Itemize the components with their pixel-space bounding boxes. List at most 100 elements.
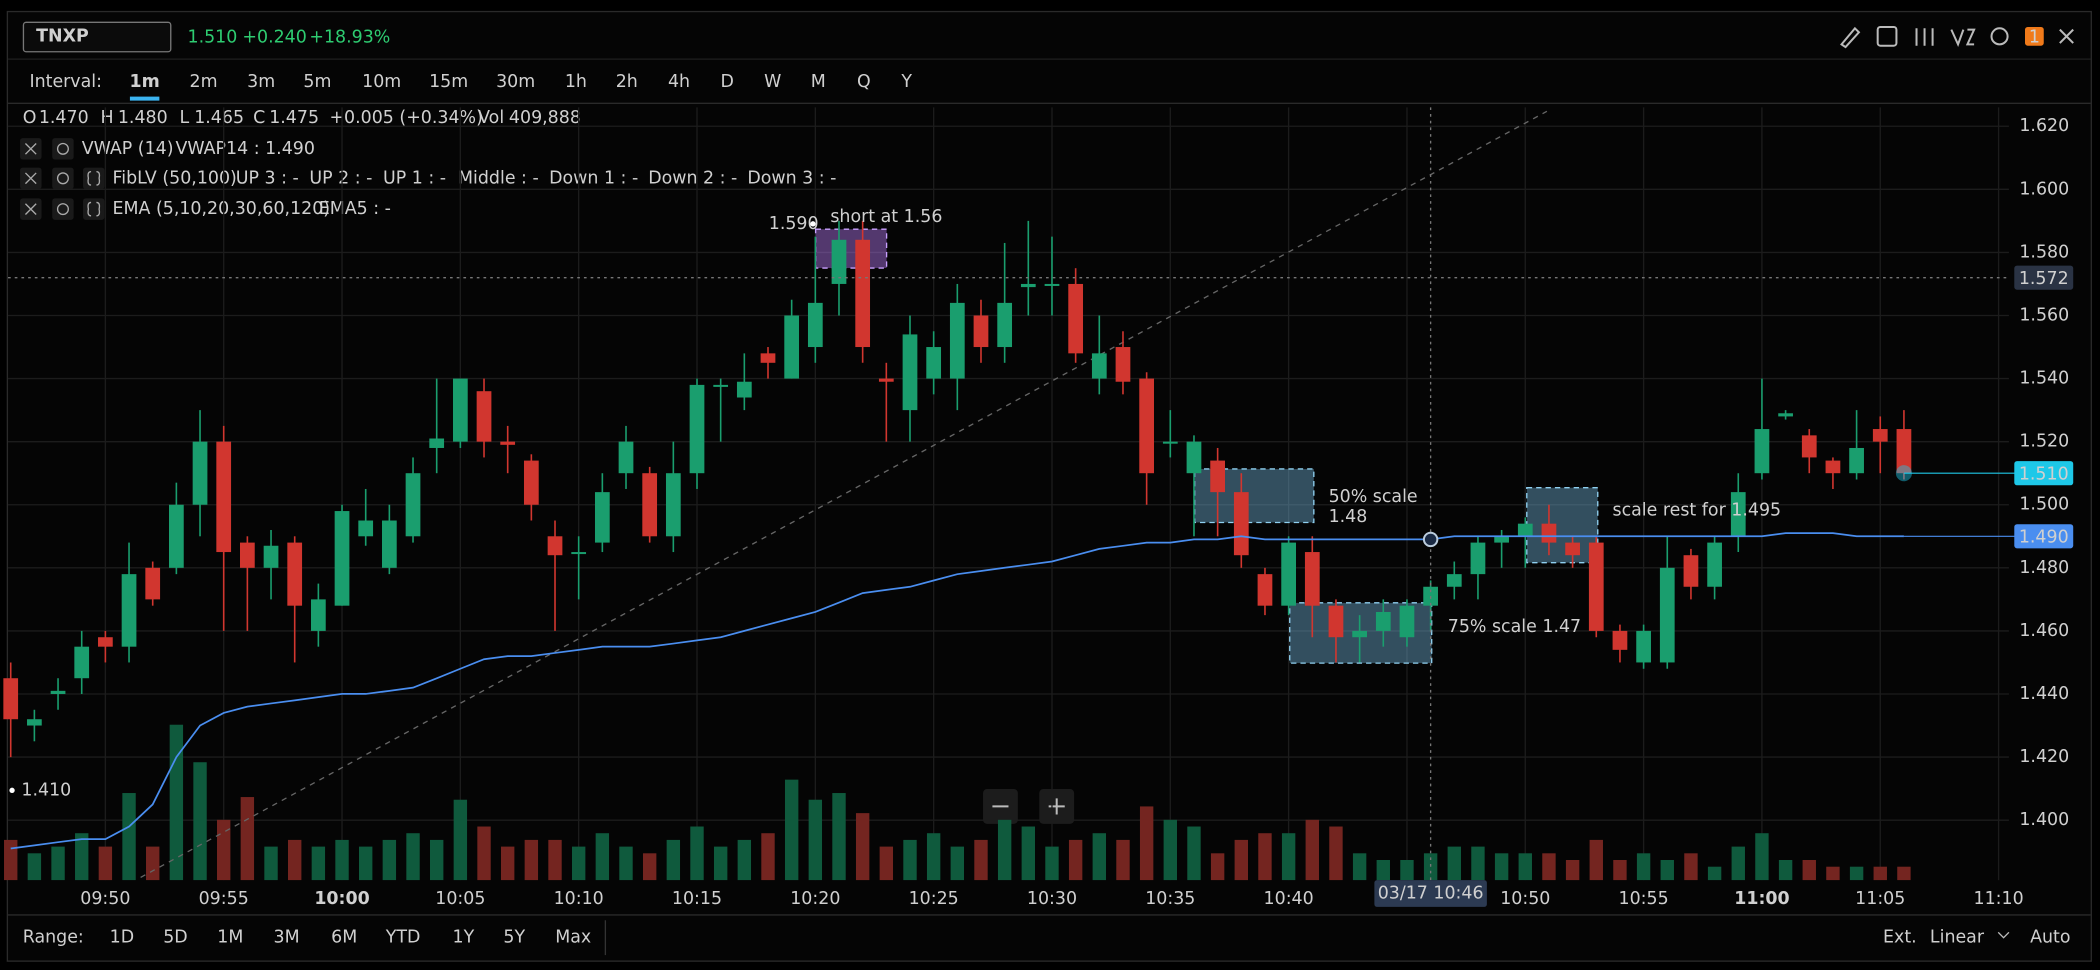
annotation: scale rest for 1.495 — [1613, 500, 1782, 520]
price-badge-label: 1.510 — [2019, 465, 2069, 485]
y-tick-label: 1.480 — [2019, 558, 2069, 578]
code-icon — [87, 170, 101, 186]
chevron[interactable] — [1997, 931, 2010, 939]
candle-body — [902, 334, 918, 411]
interval-option[interactable]: 30m — [496, 72, 535, 92]
y-tick-label: 1.500 — [2019, 495, 2069, 515]
last-price: 1.510 — [188, 28, 238, 48]
range-option[interactable]: Max — [555, 928, 591, 948]
candle-body — [1494, 536, 1509, 543]
notification-badge[interactable] — [2025, 26, 2044, 46]
range-option[interactable]: 6M — [331, 928, 357, 948]
vwap-line — [10, 532, 1904, 850]
candles-icon[interactable] — [1915, 28, 1934, 46]
candle-body — [997, 302, 1013, 348]
interval-option[interactable]: 4h — [668, 72, 690, 92]
volume-bar — [1778, 860, 1793, 881]
candle-body — [1872, 429, 1888, 442]
interval-option[interactable]: 1h — [565, 72, 587, 92]
footer-option[interactable]: Ext. — [1883, 928, 1917, 948]
candle-body — [334, 511, 350, 606]
volume-bar — [1613, 860, 1627, 881]
interval-option[interactable]: 1m — [130, 72, 160, 92]
footer-option[interactable]: Auto — [2030, 928, 2070, 948]
volume-bar — [690, 826, 704, 881]
range-option[interactable]: 3M — [274, 928, 300, 948]
candle-body — [263, 545, 279, 568]
indicator-name: VWAP (14) — [82, 139, 174, 159]
interval-option[interactable]: W — [764, 72, 781, 92]
candle-body — [523, 460, 539, 505]
drawing-box[interactable] — [1526, 487, 1599, 564]
interval-option[interactable]: 2m — [190, 72, 218, 92]
volume-bar — [217, 819, 231, 881]
range-option[interactable]: 1Y — [453, 928, 475, 948]
candle-body — [192, 441, 208, 505]
volume-bar — [974, 839, 988, 881]
settings-button[interactable] — [52, 198, 74, 220]
annotation: 1.590 — [769, 214, 819, 234]
annotation: 1.410 — [21, 780, 71, 800]
volume-bar — [453, 799, 468, 881]
interval-option[interactable]: 10m — [362, 72, 401, 92]
volume-bar — [571, 846, 586, 881]
range-option[interactable]: YTD — [385, 928, 421, 948]
volume-bar — [1210, 853, 1225, 881]
volume-bar — [1400, 860, 1414, 881]
chart-icon[interactable] — [1876, 25, 1898, 47]
volume-bar — [832, 793, 846, 881]
volume-bar — [1281, 833, 1296, 881]
interval-option[interactable]: 3m — [247, 72, 275, 92]
volume-bar — [926, 833, 941, 881]
settings-button[interactable] — [52, 138, 74, 160]
range-option[interactable]: 5D — [163, 928, 187, 948]
symbol[interactable]: TNXP — [36, 26, 89, 46]
footer-option[interactable]: Linear — [1930, 928, 1985, 948]
volume-bar — [288, 839, 302, 881]
settings-button[interactable] — [52, 167, 74, 190]
candle-body — [571, 552, 587, 555]
draw-icon[interactable] — [1840, 26, 1861, 49]
volume-bar — [879, 846, 894, 881]
interval-option[interactable]: 15m — [429, 72, 468, 92]
volume-bar — [169, 724, 184, 881]
volume-bar — [335, 839, 349, 881]
candle-body — [310, 599, 326, 631]
candle-body — [1517, 523, 1533, 537]
ohlc-o-label: O — [23, 108, 37, 128]
interval-option[interactable]: Y — [900, 72, 912, 92]
x-tick-label: 10:30 — [1027, 889, 1077, 909]
candle-body — [1044, 283, 1060, 286]
symbol-input[interactable] — [22, 21, 172, 53]
range-option[interactable]: 5Y — [503, 928, 525, 948]
candle-body — [784, 315, 800, 379]
candle-body — [1588, 542, 1604, 631]
volume-bar — [1021, 826, 1036, 881]
volume-bar — [1897, 866, 1911, 881]
range-option[interactable]: 1M — [217, 928, 243, 948]
interval-option[interactable]: 5m — [303, 72, 331, 92]
indicator-name: EMA (5,10,20,30,60,120) — [113, 199, 331, 219]
settings-icon[interactable] — [1990, 27, 2009, 46]
settings-icon — [56, 203, 69, 216]
y-tick-label: 1.420 — [2019, 747, 2069, 767]
range-label: Range: — [23, 928, 84, 948]
code-button[interactable] — [83, 198, 105, 220]
x-tick-label: 10:10 — [554, 889, 604, 909]
interval-option[interactable]: Q — [857, 72, 871, 92]
interval-option[interactable]: M — [811, 72, 826, 92]
interval-option[interactable]: 2h — [616, 72, 638, 92]
candle-body — [1304, 552, 1320, 606]
volume-bar — [1068, 839, 1083, 881]
compare-icon[interactable] — [1950, 28, 1976, 48]
code-button[interactable] — [83, 167, 105, 190]
volume-bar — [1471, 846, 1485, 881]
range-option[interactable]: 1D — [110, 928, 134, 948]
drawing-box[interactable] — [814, 228, 888, 269]
close-icon[interactable] — [2059, 28, 2074, 44]
volume-bar — [500, 846, 515, 881]
candle-body — [1281, 542, 1296, 606]
volume-bar — [358, 846, 373, 881]
interval-option[interactable]: D — [721, 72, 734, 92]
